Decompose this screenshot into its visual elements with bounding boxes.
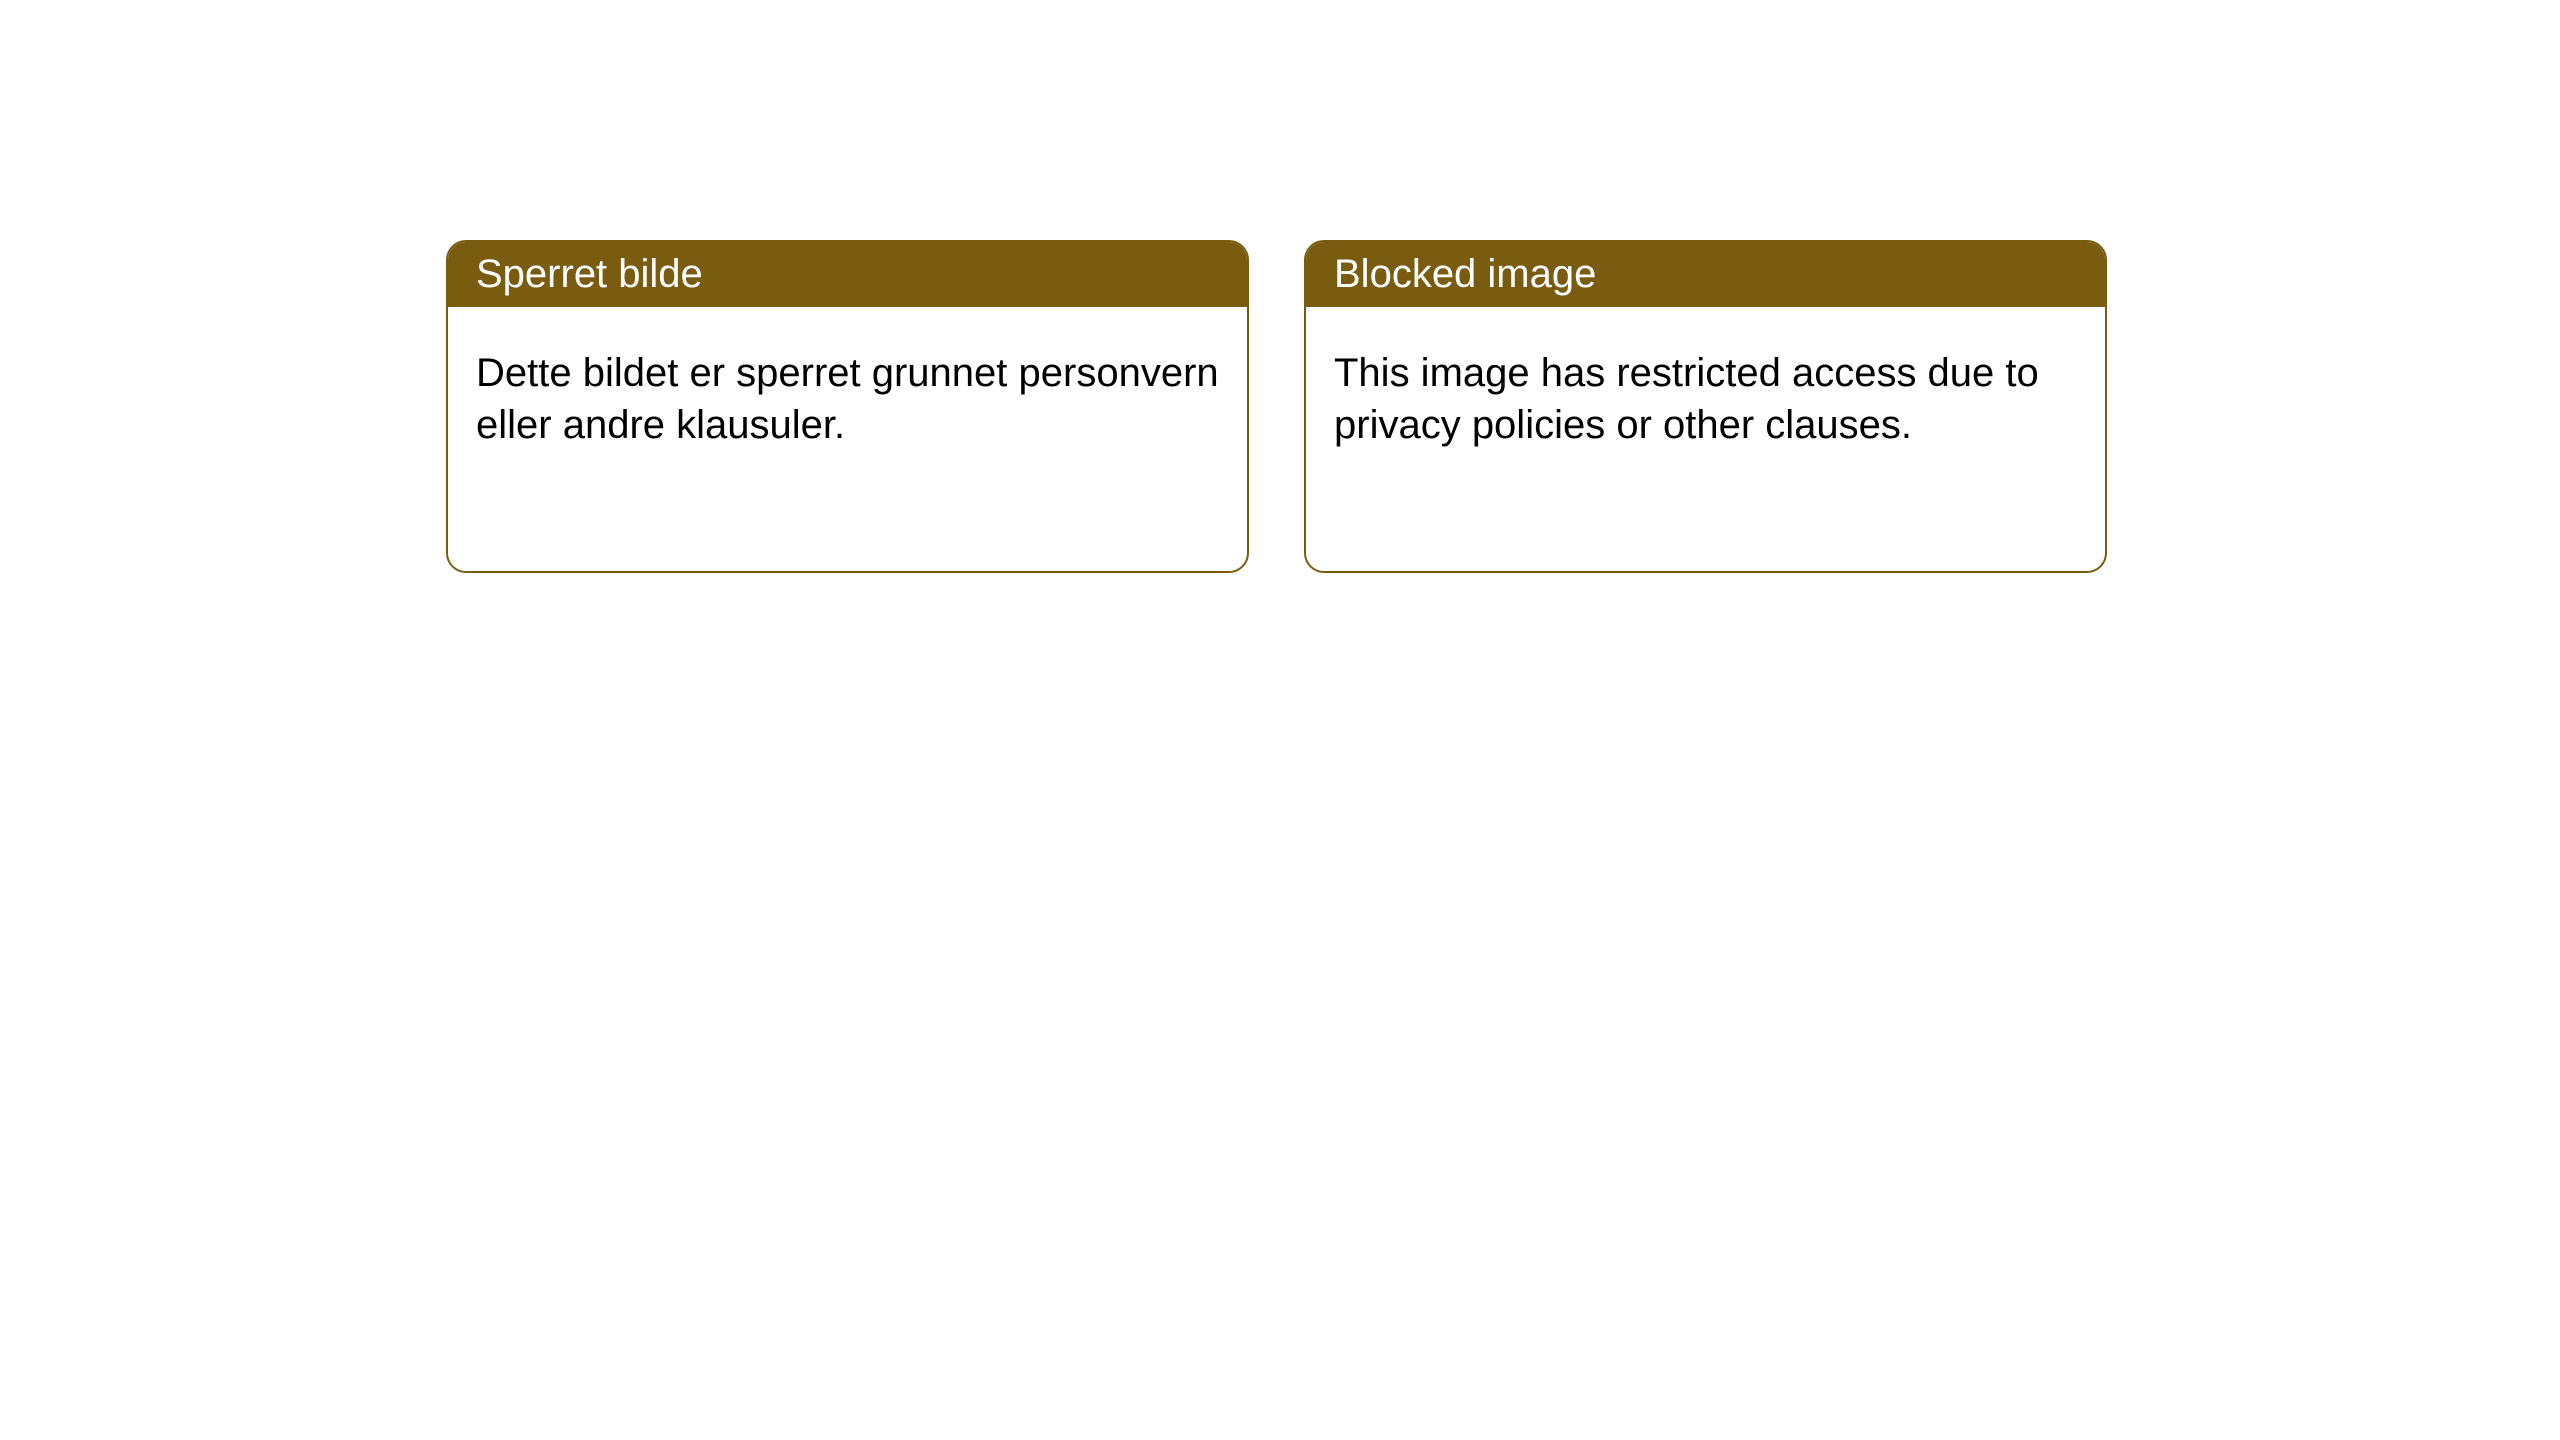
card-title: Sperret bilde [476, 252, 703, 296]
notice-cards-container: Sperret bilde Dette bildet er sperret gr… [0, 0, 2560, 573]
card-body: Dette bildet er sperret grunnet personve… [448, 307, 1247, 491]
card-header: Sperret bilde [448, 242, 1247, 307]
card-body-text: Dette bildet er sperret grunnet personve… [476, 351, 1219, 447]
card-header: Blocked image [1306, 242, 2105, 307]
notice-card-english: Blocked image This image has restricted … [1304, 240, 2107, 573]
card-body-text: This image has restricted access due to … [1334, 351, 2039, 447]
card-body: This image has restricted access due to … [1306, 307, 2105, 491]
card-title: Blocked image [1334, 252, 1596, 296]
notice-card-norwegian: Sperret bilde Dette bildet er sperret gr… [446, 240, 1249, 573]
